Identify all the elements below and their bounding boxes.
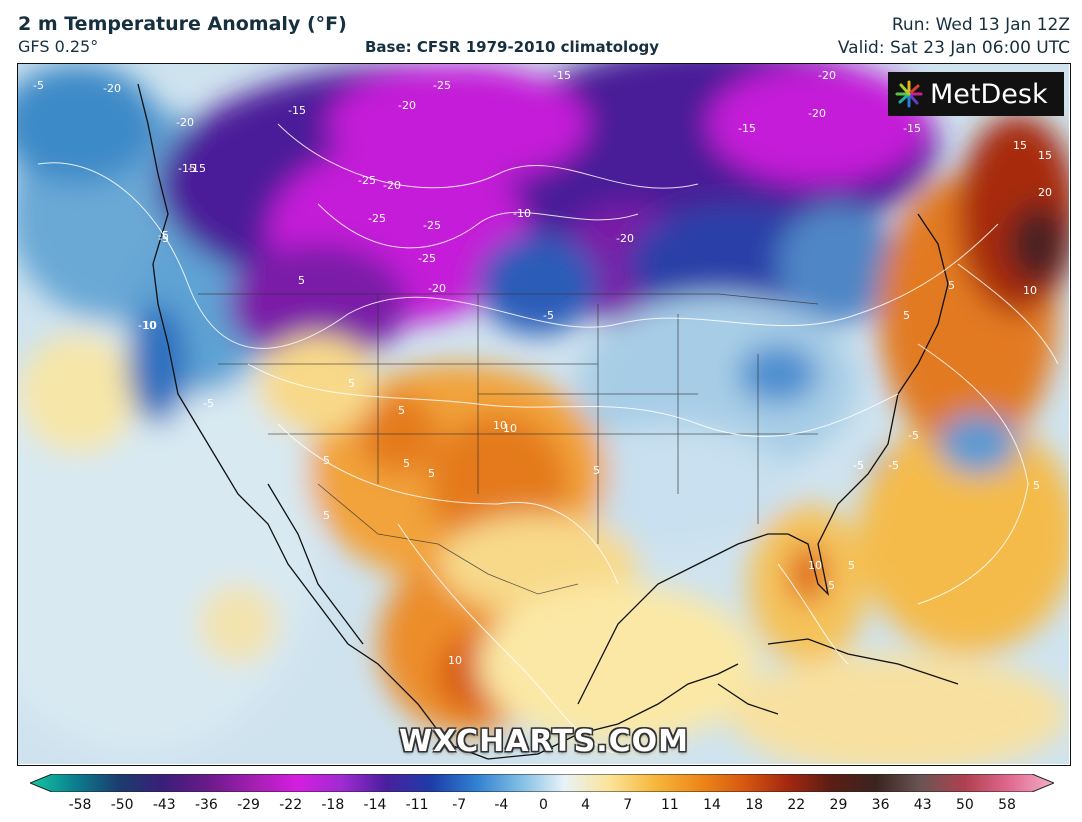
metdesk-logo: MetDesk [888,72,1064,116]
contour-label: -15 [288,104,306,117]
contour-label: 10 [503,422,517,435]
anomaly-field [18,64,1069,764]
contour-label: 5 [428,467,435,480]
contour-label: -25 [423,219,441,232]
chart-title: 2 m Temperature Anomaly (°F) [18,13,347,35]
colorbar-tick: -18 [321,797,345,813]
contour-label: -5 [158,232,169,245]
contour-label: 10 [448,654,462,667]
model-label: GFS 0.25° [18,37,99,56]
valid-label: Valid: Sat 23 Jan 06:00 UTC [837,38,1070,58]
contour-label: 10 [143,319,157,332]
contour-label: 5 [948,279,955,292]
colorbar-tick: -58 [68,797,92,813]
contour-label: 5 [848,559,855,572]
colorbar-tick: 29 [829,797,848,813]
colorbar-tick: -4 [494,797,509,813]
contour-label: 5 [348,377,355,390]
contour-label: -25 [418,252,436,265]
contour-label: 10 [493,419,507,432]
contour-label: -5 [908,429,919,442]
contour-label: -20 [103,82,121,95]
contour-label: -15 [553,69,571,82]
contour-label: -20 [383,179,401,192]
contour-label: 5 [593,464,600,477]
state-borders [198,293,819,595]
contour-label: -20 [176,116,194,129]
colorbar-tick: -50 [110,797,134,813]
colorbar-tick: 50 [955,797,974,813]
contour-label: -10 [138,319,156,332]
colorbar-tick: 0 [539,797,548,813]
watermark: WXCHARTS.COM [398,724,690,759]
contour-label: 10 [808,559,822,572]
colorbar-tick: -7 [452,797,467,813]
colorbar-tick: 4 [581,797,591,813]
contour-label: 5 [323,509,330,522]
contour-label: -20 [818,69,836,82]
colorbar-tick: 58 [998,797,1016,813]
contour-label: -15 [738,122,756,135]
colorbar-tick: 14 [703,797,721,813]
colorbar [30,774,1054,792]
colorbar-tick: 18 [745,797,764,813]
contour-label: 5 [903,309,910,322]
contour-label: -15 [188,162,206,175]
contour-label: 5 [403,457,410,470]
contour-labels: -5 -20-15 -20-25-15 -20-15-20-15-15-20-15-2… [33,69,1052,667]
contour-label: -20 [428,282,446,295]
contour-label: -5 [543,309,554,322]
contour-label: 5 [323,454,330,467]
contour-label: 15 [1013,139,1027,152]
colorbar-bar [30,774,1054,792]
contour-label: 5 [828,579,835,592]
colorbar-tick: -14 [363,797,387,813]
colorbar-tick: -11 [405,797,429,813]
map-canvas: -5 -20-15 -20-25-15 -20-15-20-15-15-20-15-2… [18,64,1069,764]
contour-label: -15 [178,162,196,175]
colorbar-tick: -36 [194,797,218,813]
contour-label: 15 [1038,149,1052,162]
contour-label: 10 [1023,284,1037,297]
colorbar-tick: 22 [787,797,806,813]
colorbar-tick: 11 [660,797,679,813]
base-label: Base: CFSR 1979-2010 climatology [365,38,660,56]
run-label: Run: Wed 13 Jan 12Z [891,15,1070,35]
colorbar-tick: 36 [871,797,890,813]
coastlines [137,83,959,760]
colorbar-tick: -43 [152,797,176,813]
contour-label: -5 [853,459,864,472]
contour-label: -5 [33,79,44,92]
contour-label: 20 [1038,186,1052,199]
contour-lines [37,123,1059,755]
contour-label: -5 [888,459,899,472]
contour-label: -5 [853,459,864,472]
colorbar-tick: 7 [623,797,633,813]
contour-label: -5 [158,229,169,242]
contour-label: -20 [808,107,826,120]
contour-label: -25 [368,212,386,225]
logo-text: MetDesk [930,78,1048,110]
contour-label: -15 [903,122,921,135]
colorbar-tick: -22 [279,797,303,813]
contour-label: -10 [513,207,531,220]
colorbar-ticks: -58 -50 -43 -36 -29 -22 -18 -14 -11 -7 -4 0 4 7 11 14 18… [0,797,1082,817]
contour-label: -5 [203,397,214,410]
contour-label: 5 [298,274,305,287]
colorbar-tick: 43 [913,797,932,813]
colorbar-tick: -29 [237,797,260,813]
contour-label: 5 [1033,479,1040,492]
contour-label: -20 [616,232,634,245]
temperature-anomaly-map: -5 -20 -15 -20 -25 -15 -20 -15 -20 -15 -15 -20 -15 -2… [17,63,1071,766]
metdesk-burst-icon [895,80,923,108]
contour-label: -25 [358,174,376,187]
contour-label: -20 [398,99,416,112]
contour-label: -25 [433,79,451,92]
contour-label: 5 [398,404,405,417]
